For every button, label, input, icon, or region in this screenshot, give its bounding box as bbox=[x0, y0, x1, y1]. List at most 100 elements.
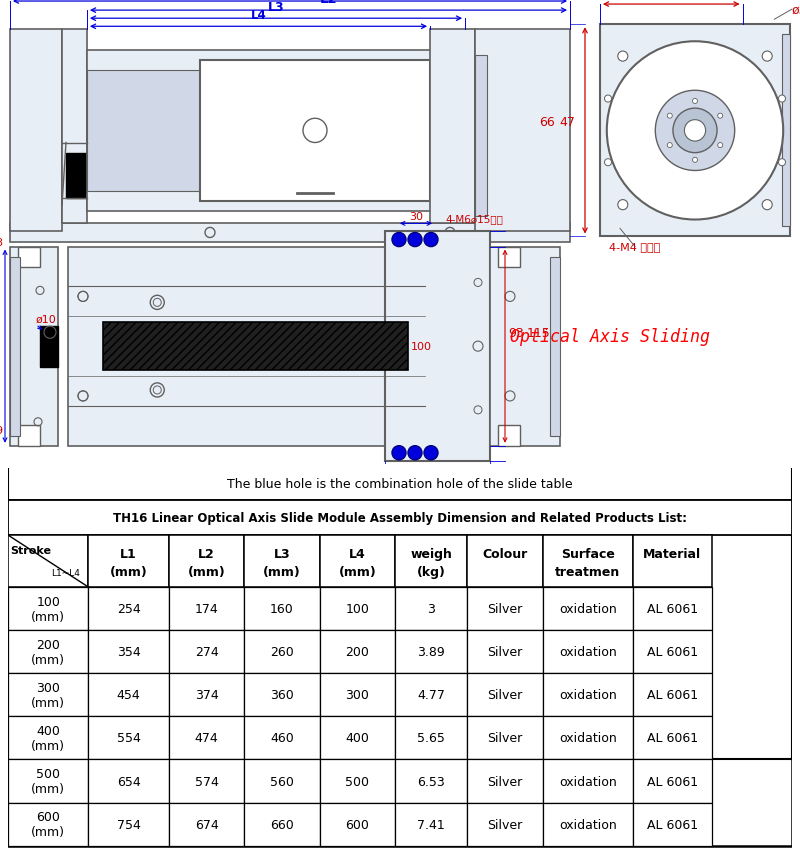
Bar bbox=[244, 673, 319, 717]
Text: L3: L3 bbox=[274, 547, 290, 560]
Bar bbox=[633, 803, 711, 846]
Circle shape bbox=[618, 52, 628, 62]
Text: 600: 600 bbox=[346, 818, 370, 831]
Text: AL 6061: AL 6061 bbox=[647, 774, 698, 787]
Circle shape bbox=[778, 96, 786, 103]
Bar bbox=[498, 247, 520, 268]
Text: TH16 Linear Optical Axis Slide Module Assembly Dimension and Related Products Li: TH16 Linear Optical Axis Slide Module As… bbox=[113, 511, 687, 525]
Bar bbox=[395, 630, 467, 673]
Text: Optical Axis Sliding: Optical Axis Sliding bbox=[510, 328, 710, 346]
Bar bbox=[10, 31, 62, 233]
Text: 374: 374 bbox=[194, 688, 218, 701]
Text: 4-M6⌀15螺孔: 4-M6⌀15螺孔 bbox=[445, 214, 503, 224]
Text: 660: 660 bbox=[270, 818, 294, 831]
Text: 6.53: 6.53 bbox=[418, 774, 445, 787]
Text: ø10: ø10 bbox=[36, 314, 57, 325]
Text: Colour: Colour bbox=[482, 547, 528, 560]
Bar bbox=[8, 587, 89, 630]
Circle shape bbox=[392, 446, 406, 460]
Text: L3: L3 bbox=[268, 1, 284, 14]
Bar bbox=[89, 535, 169, 587]
Bar bbox=[395, 760, 467, 803]
Text: 100: 100 bbox=[411, 342, 432, 352]
Text: 30: 30 bbox=[409, 212, 423, 222]
Text: oxidation: oxidation bbox=[559, 818, 617, 831]
Text: Silver: Silver bbox=[487, 818, 522, 831]
Bar bbox=[244, 760, 319, 803]
Text: 360: 360 bbox=[270, 688, 294, 701]
Text: AL 6061: AL 6061 bbox=[647, 602, 698, 615]
Bar bbox=[169, 673, 244, 717]
Circle shape bbox=[718, 114, 722, 119]
Text: Silver: Silver bbox=[487, 646, 522, 659]
Bar bbox=[87, 50, 440, 212]
Bar bbox=[633, 673, 711, 717]
Bar bbox=[395, 673, 467, 717]
Text: 93: 93 bbox=[508, 326, 524, 340]
Text: 5.65: 5.65 bbox=[418, 732, 445, 745]
Bar bbox=[66, 153, 86, 199]
Bar bbox=[169, 535, 244, 587]
Circle shape bbox=[392, 233, 406, 247]
Text: Silver: Silver bbox=[487, 602, 522, 615]
Text: 60: 60 bbox=[430, 466, 446, 480]
Bar bbox=[8, 673, 89, 717]
Bar bbox=[169, 760, 244, 803]
Text: oxidation: oxidation bbox=[559, 688, 617, 701]
Text: Surface: Surface bbox=[561, 547, 615, 560]
Text: (mm): (mm) bbox=[338, 565, 376, 579]
Bar bbox=[89, 717, 169, 760]
Bar bbox=[8, 803, 89, 846]
Text: 674: 674 bbox=[194, 818, 218, 831]
Circle shape bbox=[762, 200, 772, 210]
Text: 47: 47 bbox=[559, 116, 575, 130]
Text: Material: Material bbox=[643, 547, 702, 560]
Text: 300: 300 bbox=[346, 688, 370, 701]
Bar bbox=[319, 535, 395, 587]
Circle shape bbox=[605, 96, 611, 103]
Bar bbox=[319, 760, 395, 803]
Bar bbox=[633, 760, 711, 803]
Circle shape bbox=[424, 446, 438, 460]
Bar bbox=[385, 233, 490, 461]
Bar bbox=[542, 587, 633, 630]
Text: 23: 23 bbox=[0, 238, 3, 247]
Bar bbox=[600, 26, 790, 237]
Bar bbox=[244, 535, 319, 587]
Text: AL 6061: AL 6061 bbox=[647, 646, 698, 659]
Text: L2: L2 bbox=[198, 547, 215, 560]
Text: Silver: Silver bbox=[487, 732, 522, 745]
Bar bbox=[467, 760, 542, 803]
Text: (mm): (mm) bbox=[110, 565, 147, 579]
Circle shape bbox=[762, 52, 772, 62]
Bar bbox=[319, 717, 395, 760]
Circle shape bbox=[778, 159, 786, 166]
Text: 554: 554 bbox=[117, 732, 141, 745]
Text: 260: 260 bbox=[270, 646, 294, 659]
Text: 4.77: 4.77 bbox=[418, 688, 445, 701]
Text: oxidation: oxidation bbox=[559, 646, 617, 659]
Text: 66: 66 bbox=[539, 116, 555, 130]
Bar bbox=[89, 803, 169, 846]
Text: (mm): (mm) bbox=[188, 565, 226, 579]
Text: Silver: Silver bbox=[487, 688, 522, 701]
Bar bbox=[542, 673, 633, 717]
Bar bbox=[244, 803, 319, 846]
Text: L2: L2 bbox=[320, 0, 338, 6]
Text: 100: 100 bbox=[346, 602, 370, 615]
Text: 200
(mm): 200 (mm) bbox=[31, 638, 66, 666]
Text: The blue hole is the combination hole of the slide table: The blue hole is the combination hole of… bbox=[227, 477, 573, 490]
Text: oxidation: oxidation bbox=[559, 732, 617, 745]
Circle shape bbox=[606, 43, 783, 221]
Text: 560: 560 bbox=[270, 774, 294, 787]
Text: L4: L4 bbox=[349, 547, 366, 560]
Bar bbox=[319, 803, 395, 846]
Bar bbox=[498, 426, 520, 446]
Bar bbox=[244, 717, 319, 760]
Circle shape bbox=[618, 200, 628, 210]
Circle shape bbox=[655, 91, 734, 171]
Bar bbox=[8, 630, 89, 673]
Text: 274: 274 bbox=[194, 646, 218, 659]
Text: L1: L1 bbox=[120, 547, 137, 560]
Text: 160: 160 bbox=[270, 602, 294, 615]
